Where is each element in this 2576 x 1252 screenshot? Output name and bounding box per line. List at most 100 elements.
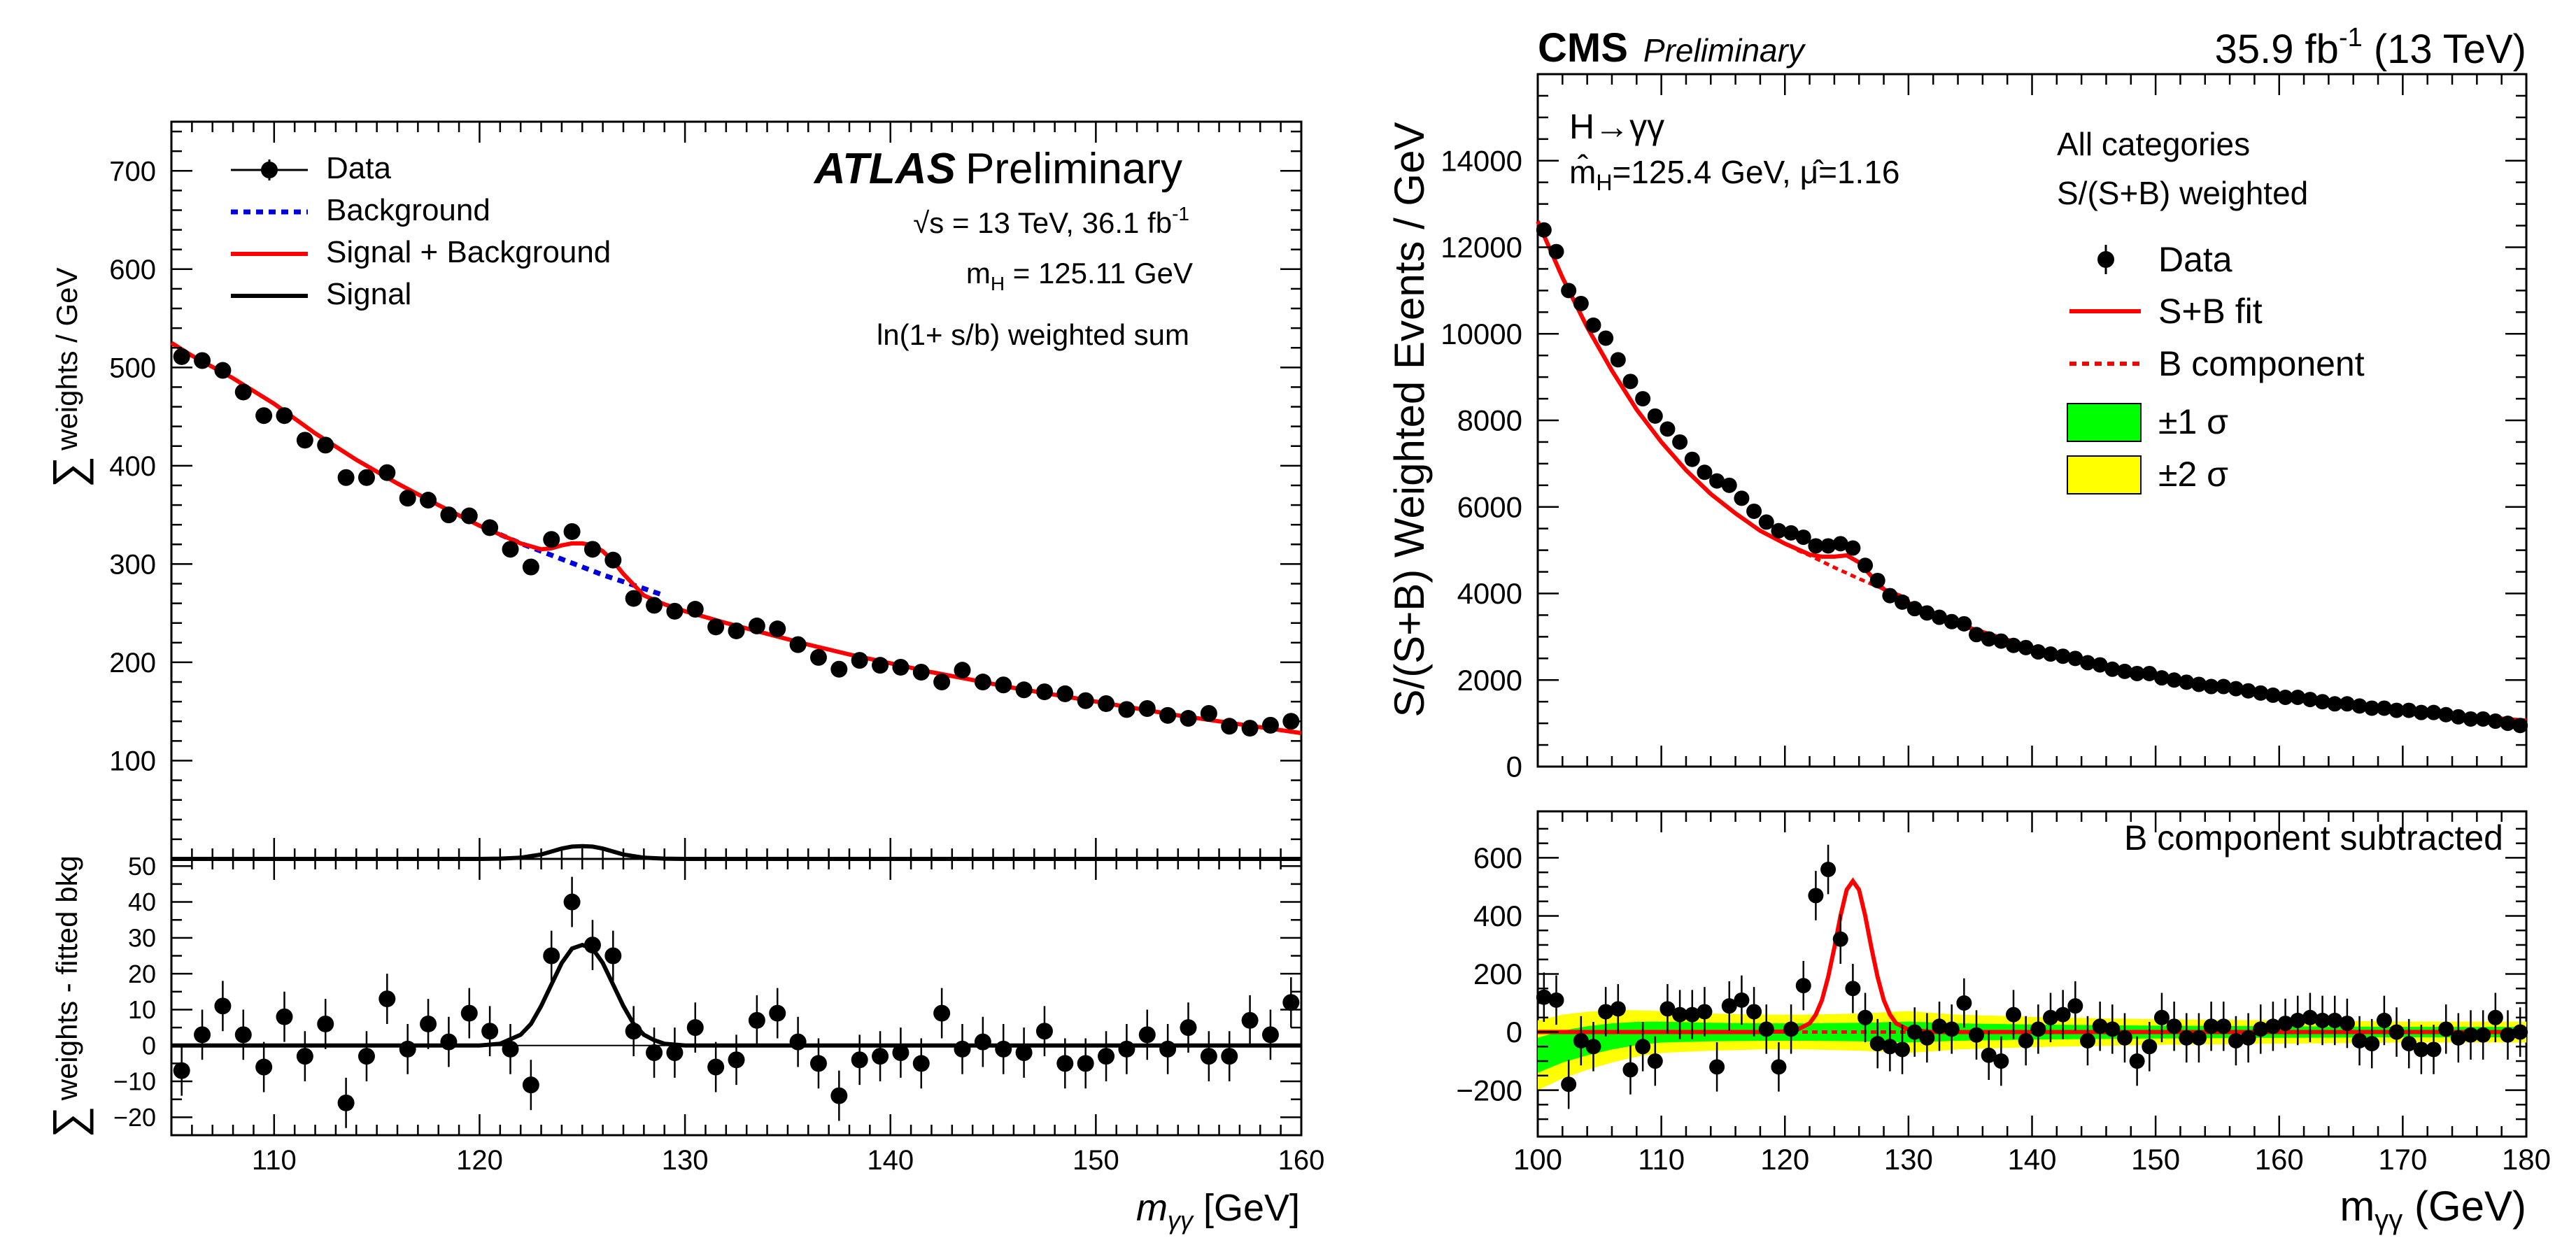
cms-data-point (1548, 243, 1564, 259)
atlas-data-point (522, 558, 539, 576)
cms-data-point (1734, 490, 1750, 506)
atlas-higgs-mass: mH = 125.11 GeV (966, 257, 1193, 294)
atlas-data-point (995, 676, 1012, 694)
cms-ratio-data-point (2487, 1009, 2503, 1025)
atlas-data-point (481, 519, 499, 536)
cms-ratio-data-point (2401, 1036, 2417, 1052)
cms-main-ytick-label: 4000 (1457, 577, 1522, 610)
cms-data-point (2104, 661, 2121, 677)
cms-ratio-data-point (2191, 1030, 2207, 1046)
atlas-data-point (728, 622, 745, 639)
cms-main-plot (1536, 220, 2528, 734)
cms-data-point (1869, 572, 1885, 588)
cms-ratio-data-point (1944, 1021, 1960, 1037)
atlas-data-point (646, 597, 663, 614)
cms-ratio-data-point (2351, 1032, 2368, 1048)
cms-ratio-data-point (1598, 1004, 1614, 1020)
atlas-data-point (358, 469, 375, 486)
cms-data-point (2438, 706, 2454, 723)
atlas-data-point (892, 658, 910, 676)
cms-data-point (1882, 588, 1898, 604)
atlas-data-point (563, 523, 581, 541)
atlas-ratio-data-point (1015, 1044, 1033, 1062)
atlas-ratio-data-point (728, 1051, 745, 1069)
cms-ratio-data-point (1969, 1027, 1985, 1043)
cms-ratio-data-point (1548, 992, 1564, 1008)
atlas-main-ytick-label: 600 (109, 255, 156, 285)
cms-experiment-label: CMS Preliminary (1538, 25, 1806, 71)
cms-data-point (1635, 391, 1651, 407)
cms-data-point (2092, 657, 2108, 673)
cms-data-point (2463, 711, 2479, 727)
cms-data-point (1561, 283, 1577, 299)
atlas-ratio-data-point (1118, 1040, 1135, 1058)
cms-legend-data: Data (2097, 240, 2232, 279)
atlas-signal-curve (171, 844, 1301, 861)
atlas-data-point (1241, 720, 1259, 737)
cms-data-point (1573, 295, 1589, 311)
atlas-ratio-data-point (1180, 1019, 1197, 1037)
atlas-data-point (1098, 695, 1115, 712)
atlas-data-point (625, 590, 642, 607)
cms-ratio-data-point (2116, 1030, 2132, 1046)
cms-xtick-label: 120 (1760, 1143, 1809, 1176)
atlas-ratio-ytick-label: 10 (128, 995, 156, 1024)
cms-xtick-label: 130 (1884, 1143, 1933, 1176)
cms-data-point (2376, 700, 2392, 716)
cms-ratio-data-point (2067, 998, 2083, 1014)
atlas-legend-sb: Signal + Background (231, 235, 611, 269)
cms-xtick-label: 170 (2378, 1143, 2427, 1176)
atlas-data-point (583, 541, 601, 558)
cms-data-point (1697, 464, 1713, 481)
atlas-ratio-data-point (276, 1008, 293, 1025)
cms-ratio-data-point (2142, 1039, 2158, 1055)
atlas-panel: 110 120 130 140 150 160100200300400500600700−… (43, 120, 1324, 1235)
atlas-ratio-data-point (399, 1040, 416, 1058)
cms-ratio-data-point (2042, 1009, 2058, 1025)
atlas-ratio-data-point (296, 1048, 313, 1065)
atlas-ratio-data-point (892, 1044, 910, 1062)
cms-ratio-data-point (2450, 1030, 2466, 1046)
cms-ratio-data-point (2463, 1027, 2479, 1043)
cms-x-axis-title: mγγ (GeV) (2340, 1183, 2526, 1235)
atlas-ratio-ytick-label: 50 (128, 852, 156, 881)
atlas-ratio-data-point (789, 1033, 807, 1051)
atlas-sb-curve (170, 341, 1302, 736)
atlas-experiment-label: ATLAS Preliminary (813, 145, 1182, 193)
cms-ratio-data-point (2203, 1018, 2219, 1034)
cms-legend-sb: S+B fit (2069, 292, 2263, 331)
atlas-legend-background: Background (231, 193, 490, 227)
cms-ratio-data-point (1672, 1006, 1688, 1023)
atlas-data-point (543, 531, 560, 548)
cms-data-point (1944, 613, 1960, 629)
cms-data-point (2042, 646, 2058, 662)
cms-ratio-data-point (1832, 931, 1848, 947)
cms-ratio-data-point (2153, 1009, 2170, 1025)
atlas-ratio-plot (171, 876, 1301, 1128)
cms-ratio-data-point (2030, 1021, 2046, 1037)
cms-xtick-label: 180 (2502, 1143, 2551, 1176)
atlas-ratio-data-point (543, 947, 560, 965)
atlas-ratio-data-point (1261, 1026, 1279, 1044)
cms-y-axis-title: S/(S+B) Weighted Events / GeV (1386, 122, 1433, 718)
atlas-data-point (296, 432, 313, 449)
cms-data-point (1771, 522, 1787, 539)
cms-ratio-data-point (1895, 1041, 1911, 1058)
atlas-data-point (399, 490, 416, 507)
cms-ratio-data-point (1659, 1001, 1676, 1017)
atlas-ratio-data-point (255, 1058, 273, 1076)
cms-data-point (2426, 704, 2442, 720)
atlas-ratio-data-point (1221, 1048, 1238, 1065)
cms-ratio-data-point (2389, 1024, 2405, 1040)
atlas-y-axis-title: ∑weights / GeV (43, 267, 94, 488)
atlas-ratio-data-point (378, 990, 396, 1008)
cms-legend-2sigma: ±2 σ (2067, 455, 2228, 495)
cms-data-point (2129, 665, 2145, 681)
atlas-ratio-data-point (173, 1062, 190, 1079)
cms-ratio-data-point (1919, 1030, 1935, 1046)
cms-data-point (1845, 540, 1861, 556)
cms-data-point (2265, 687, 2281, 703)
cms-main-ytick-label: 6000 (1457, 490, 1522, 523)
cms-data-point (2116, 663, 2132, 679)
